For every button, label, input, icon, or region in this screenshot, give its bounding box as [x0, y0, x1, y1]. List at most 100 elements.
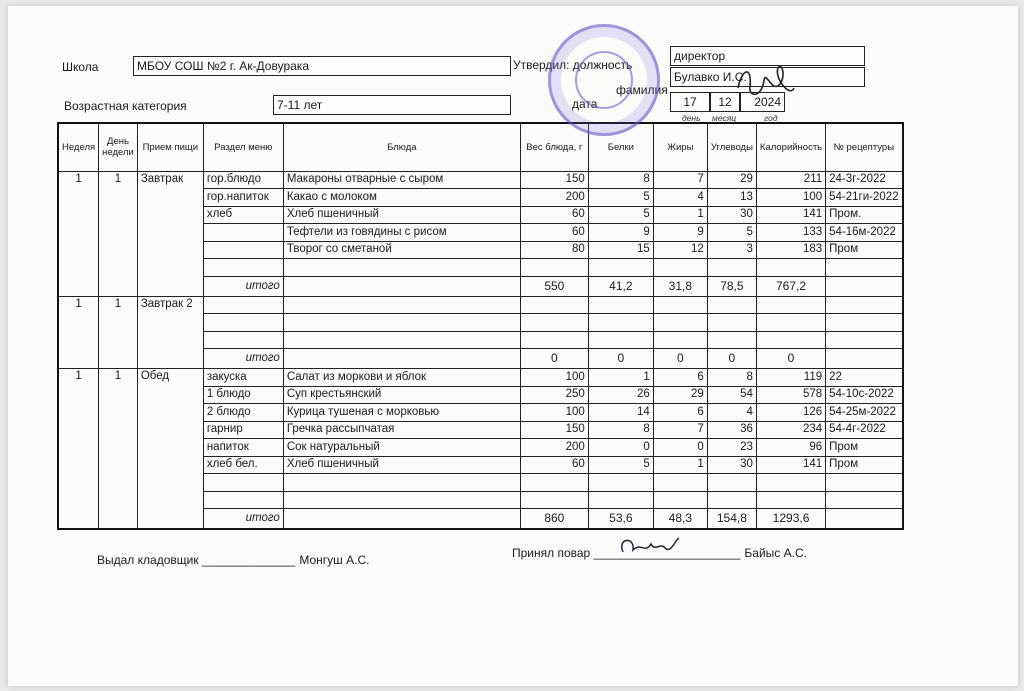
recipe-number: Пром	[825, 455, 904, 474]
carbs: 4	[706, 403, 757, 422]
carbs: 5	[706, 223, 757, 242]
calories: 100	[755, 188, 827, 207]
calories	[755, 258, 827, 277]
weight	[519, 258, 589, 277]
menu-section: гор.напиток	[202, 188, 284, 207]
carbs: 13	[706, 188, 757, 207]
year-caption: год	[764, 113, 778, 123]
table-row: Тефтели из говядины с рисом 60 9 9 5 133 54-16…	[58, 223, 904, 242]
approved-label: Утвердил: должность	[513, 58, 633, 72]
dish-name: Хлеб пшеничный	[282, 205, 521, 224]
proteins	[587, 330, 654, 349]
surname-label: фамилия	[616, 83, 668, 97]
table-row	[58, 473, 904, 492]
weight: 100	[519, 403, 589, 422]
total-row: итого 860 53,6 48,3 154,8 1293,6	[58, 508, 904, 529]
dish-name	[282, 258, 521, 277]
carbs	[706, 473, 757, 492]
fats: 7	[652, 170, 708, 189]
meal-cell: Завтрак	[136, 170, 204, 297]
calories	[755, 330, 827, 349]
proteins	[587, 295, 654, 314]
weight: 60	[519, 223, 589, 242]
carbs	[706, 258, 757, 277]
total-row: итого 550 41,2 31,8 78,5 767,2	[58, 275, 904, 297]
weight: 100	[519, 368, 589, 387]
recipe-number: 24-3г-2022	[825, 170, 904, 189]
dish-name	[282, 490, 521, 509]
week-cell: 1	[57, 170, 100, 297]
fats	[652, 295, 708, 314]
day-cell: 1	[98, 368, 138, 529]
column-header: Вес блюда, г	[519, 122, 589, 172]
column-header: Белки	[587, 122, 654, 172]
weight: 150	[519, 420, 589, 439]
total-value: 1293,6	[755, 508, 827, 529]
issued-by-name: Монгуш А.С.	[299, 553, 370, 567]
calories: 141	[755, 205, 827, 224]
dish-name: Макароны отварные с сыром	[282, 170, 521, 189]
total-value: 48,3	[652, 508, 708, 529]
date-day: 17	[670, 92, 710, 112]
total-empty	[825, 508, 904, 529]
week-cell: 1	[57, 295, 100, 369]
menu-section	[202, 313, 284, 332]
table-row: гор.напиток Какао с молоком 200 5 4 13 100 54-2…	[58, 188, 904, 207]
dish-name: Салат из моркови и яблок	[282, 368, 521, 387]
carbs	[706, 313, 757, 332]
meal-cell: Завтрак 2	[136, 295, 204, 369]
calories	[755, 473, 827, 492]
dish-name	[282, 473, 521, 492]
recipe-number: 54-25м-2022	[825, 403, 904, 422]
total-value: 0	[706, 348, 757, 369]
recipe-number: Пром	[825, 240, 904, 259]
week-cell: 1	[57, 368, 100, 529]
menu-section	[202, 490, 284, 509]
fats: 6	[652, 403, 708, 422]
total-value: 0	[587, 348, 654, 369]
recipe-number: 54-4г-2022	[825, 420, 904, 439]
day-cell: 1	[98, 295, 138, 369]
director-signature	[737, 65, 795, 96]
month-caption: месяц	[712, 113, 737, 123]
surname-field: Булавко И.С.	[670, 67, 865, 87]
table-row: гарнир Гречка рассыпчатая 150 8 7 36 234 54-4г-…	[58, 420, 904, 439]
recipe-number	[825, 330, 904, 349]
proteins	[587, 313, 654, 332]
calories: 578	[755, 385, 827, 404]
weight: 60	[519, 455, 589, 474]
total-empty	[825, 348, 904, 369]
total-value: 0	[755, 348, 827, 369]
dish-name	[282, 313, 521, 332]
school-field: МБОУ СОШ №2 г. Ак-Довурака	[133, 56, 511, 76]
table-row: 2 блюдо Курица тушеная с морковью 100 14 6 4 1…	[58, 403, 904, 422]
proteins: 14	[587, 403, 654, 422]
menu-section: напиток	[202, 438, 284, 457]
menu-table: Неделя День недели Прием пищи Раздел меню Бл…	[57, 122, 904, 530]
table-row	[58, 330, 904, 349]
recipe-number: Пром.	[825, 205, 904, 224]
menu-section: 2 блюдо	[202, 403, 284, 422]
fats: 29	[652, 385, 708, 404]
weight	[519, 473, 589, 492]
column-header: Жиры	[652, 122, 708, 172]
proteins: 0	[587, 438, 654, 457]
table-row: 1 1 Завтрак 2	[57, 295, 904, 369]
total-value: 154,8	[706, 508, 757, 529]
total-value: 53,6	[587, 508, 654, 529]
total-value: 31,8	[652, 275, 708, 297]
calories: 211	[755, 170, 827, 189]
column-header: № рецептуры	[825, 122, 904, 172]
calories: 126	[755, 403, 827, 422]
recipe-number: 54-21ги-2022	[825, 188, 904, 207]
column-header: Прием пищи	[136, 122, 204, 172]
calories: 96	[755, 438, 827, 457]
dish-name: Хлеб пшеничный	[282, 455, 521, 474]
column-header: Раздел меню	[202, 122, 284, 172]
carbs: 30	[706, 455, 757, 474]
recipe-number: 54-10с-2022	[825, 385, 904, 404]
proteins: 26	[587, 385, 654, 404]
table-row: напиток Сок натуральный 200 0 0 23 96 Пром	[58, 438, 904, 457]
proteins: 5	[587, 455, 654, 474]
recipe-number: 54-16м-2022	[825, 223, 904, 242]
